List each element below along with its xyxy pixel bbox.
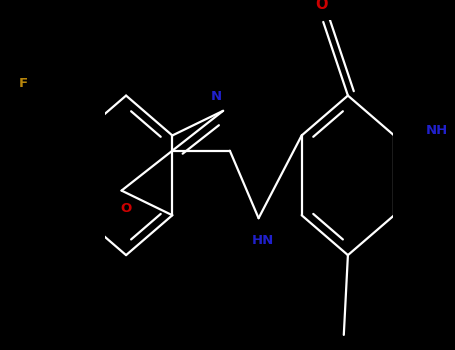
- Text: F: F: [19, 77, 28, 90]
- Text: NH: NH: [425, 124, 448, 137]
- Text: O: O: [120, 203, 131, 216]
- Text: HN: HN: [252, 234, 274, 247]
- Text: N: N: [211, 90, 222, 103]
- Text: O: O: [315, 0, 328, 12]
